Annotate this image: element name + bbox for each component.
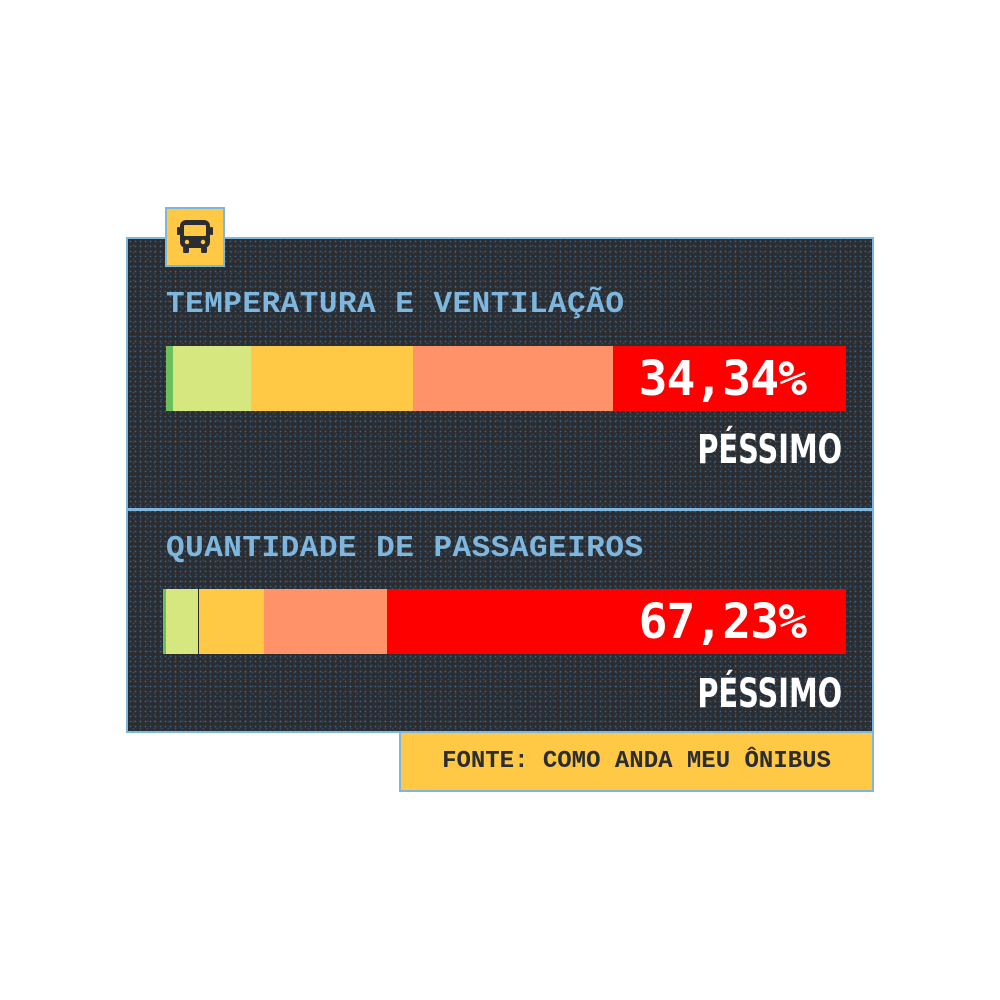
section-divider (128, 508, 872, 511)
category-label-pessimo: PÉSSIMO (697, 671, 842, 717)
bar-segment-2 (172, 346, 251, 411)
category-label-pessimo: PÉSSIMO (697, 427, 842, 473)
bus-icon (177, 220, 213, 253)
bar-segment-2 (166, 589, 199, 654)
bar-segment-3 (250, 346, 413, 411)
chart-title-passageiros: QUANTIDADE DE PASSAGEIROS (166, 531, 644, 566)
stacked-bar-temperatura: 34,34% (166, 346, 846, 411)
bar-segment-4 (264, 589, 387, 654)
bar-segment-1 (166, 346, 173, 411)
bar-segment-4 (412, 346, 613, 411)
source-label: FONTE: COMO ANDA MEU ÔNIBUS (399, 733, 874, 792)
stacked-bar-passageiros: 67,23% (163, 589, 846, 654)
bar-segment-3 (198, 589, 265, 654)
bar-segment-5 (386, 589, 846, 654)
bus-badge (165, 207, 225, 267)
chart-title-temperatura: TEMPERATURA E VENTILAÇÃO (166, 287, 625, 322)
bar-segment-1 (163, 589, 167, 654)
bar-value-label: 34,34% (638, 350, 807, 407)
chart-panel: TEMPERATURA E VENTILAÇÃO 34,34% PÉSSIMO … (126, 237, 874, 733)
bar-value-label: 67,23% (638, 593, 807, 650)
bar-segment-5 (612, 346, 846, 411)
